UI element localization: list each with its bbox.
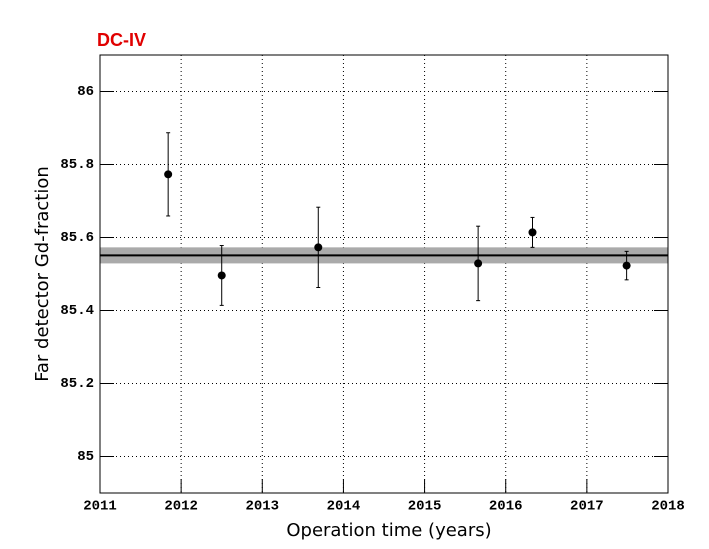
- y-tick-label: 85.4: [60, 303, 94, 319]
- data-point: [474, 259, 483, 268]
- data-point: [164, 170, 173, 179]
- y-tick-label: 85: [77, 449, 94, 465]
- x-tick-label: 2015: [408, 499, 442, 515]
- chart-title: DC-IV: [97, 30, 146, 50]
- x-tick-label: 2017: [570, 499, 604, 515]
- plot-frame: [99, 54, 669, 494]
- x-tick-label: 2018: [651, 499, 685, 515]
- data-point: [622, 261, 631, 270]
- data-point: [528, 228, 537, 237]
- x-tick-label: 2016: [489, 499, 523, 515]
- y-tick-label: 85.8: [60, 157, 94, 173]
- data-point: [217, 271, 226, 280]
- x-tick-label: 2011: [83, 499, 117, 515]
- y-axis-label: Far detector Gd-fraction: [32, 166, 53, 382]
- y-tick-label: 85.2: [60, 376, 94, 392]
- y-tick-label: 85.6: [60, 230, 94, 246]
- x-tick-label: 2012: [164, 499, 198, 515]
- y-tick-label: 86: [77, 84, 94, 100]
- data-point: [314, 243, 323, 252]
- x-tick-label: 2014: [327, 499, 361, 515]
- x-tick-label: 2013: [245, 499, 279, 515]
- x-axis-label: Operation time (years): [286, 520, 491, 541]
